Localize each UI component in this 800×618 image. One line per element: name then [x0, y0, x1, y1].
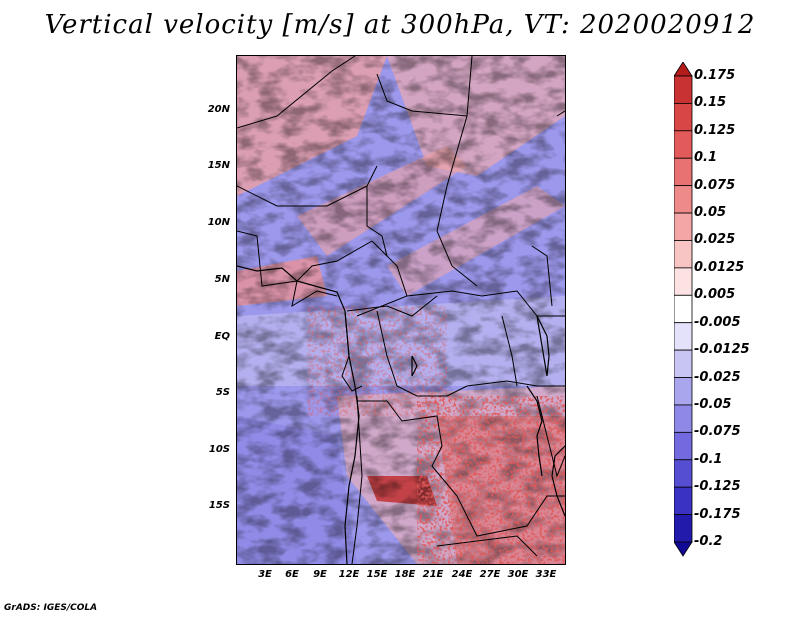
lat-label-10s: 10S — [208, 444, 230, 455]
colorbar-label: -0.0125 — [694, 342, 750, 358]
lat-label-5n: 5N — [214, 274, 230, 285]
colorbar-label: 0.175 — [694, 68, 736, 83]
colorbar-label: 0.15 — [694, 95, 727, 111]
colorbar-label: -0.175 — [694, 506, 741, 522]
lat-label-15s: 15S — [208, 500, 230, 511]
colorbar-label: -0.125 — [694, 479, 741, 495]
colorbar-label: -0.025 — [694, 369, 741, 385]
lon-label-21e: 21E — [422, 569, 444, 580]
colorbar-swatch — [674, 294, 693, 324]
lon-label-30e: 30E — [507, 569, 529, 580]
colorbar-swatch — [674, 103, 693, 132]
colorbar-swatch — [674, 514, 693, 543]
lon-label-9e: 9E — [313, 569, 327, 580]
colorbar-label: 0.125 — [694, 122, 736, 138]
colorbar-swatch — [674, 240, 693, 269]
lon-label-33e: 33E — [535, 569, 557, 580]
colorbar-swatch — [674, 541, 693, 557]
colorbar-label: 0.025 — [694, 232, 736, 248]
colorbar-swatch — [674, 157, 693, 187]
colorbar-legend: 0.175 0.15 0.125 0.1 0.075 0.05 0.025 0.0125 0.0… — [674, 62, 794, 558]
grads-credit: GrADS: IGES/COLA — [4, 603, 98, 613]
colorbar-label: 0.1 — [694, 150, 718, 166]
coastline — [237, 265, 565, 564]
velocity-field — [237, 56, 565, 564]
colorbar-swatch — [674, 267, 693, 296]
colorbar-swatch — [674, 486, 693, 515]
colorbar-swatch — [674, 349, 693, 378]
colorbar-label: -0.075 — [694, 424, 741, 440]
lon-label-18e: 18E — [394, 569, 416, 580]
colorbar-label: 0.075 — [694, 177, 736, 193]
lon-label-12e: 12E — [338, 569, 360, 580]
lat-label-5s: 5S — [215, 387, 230, 398]
colorbar-swatch — [674, 459, 693, 488]
colorbar-label: 0.0125 — [694, 259, 745, 275]
map-plot-area — [236, 55, 566, 565]
lat-label-20n: 20N — [207, 104, 230, 115]
lon-label-3e: 3E — [258, 569, 272, 580]
lat-label-15n: 15N — [207, 160, 230, 171]
lon-label-27e: 27E — [479, 569, 501, 580]
map-title: Vertical velocity [m/s] at 300hPa, VT: 2… — [44, 10, 756, 40]
lon-label-6e: 6E — [285, 569, 299, 580]
colorbar-swatch — [674, 431, 693, 461]
colorbar-swatch — [674, 62, 693, 77]
colorbar-swatch — [674, 185, 693, 214]
colorbar-swatch — [674, 130, 693, 159]
lat-label-10n: 10N — [207, 217, 230, 228]
colorbar-label: -0.2 — [694, 534, 723, 549]
colorbar-label: -0.1 — [694, 451, 723, 467]
colorbar-swatch — [674, 377, 693, 406]
colorbar-swatch — [674, 322, 693, 351]
lon-label-15e: 15E — [366, 569, 388, 580]
colorbar-label: -0.05 — [694, 396, 732, 412]
lat-label-eq: EQ — [214, 331, 230, 342]
lon-label-24e: 24E — [451, 569, 473, 580]
colorbar-label: 0.05 — [694, 205, 727, 221]
colorbar-swatch — [674, 212, 693, 241]
colorbar-label: -0.005 — [694, 314, 741, 330]
colorbar-swatch — [674, 75, 693, 104]
colorbar-swatch — [674, 404, 693, 433]
colorbar-label: 0.005 — [694, 287, 736, 303]
